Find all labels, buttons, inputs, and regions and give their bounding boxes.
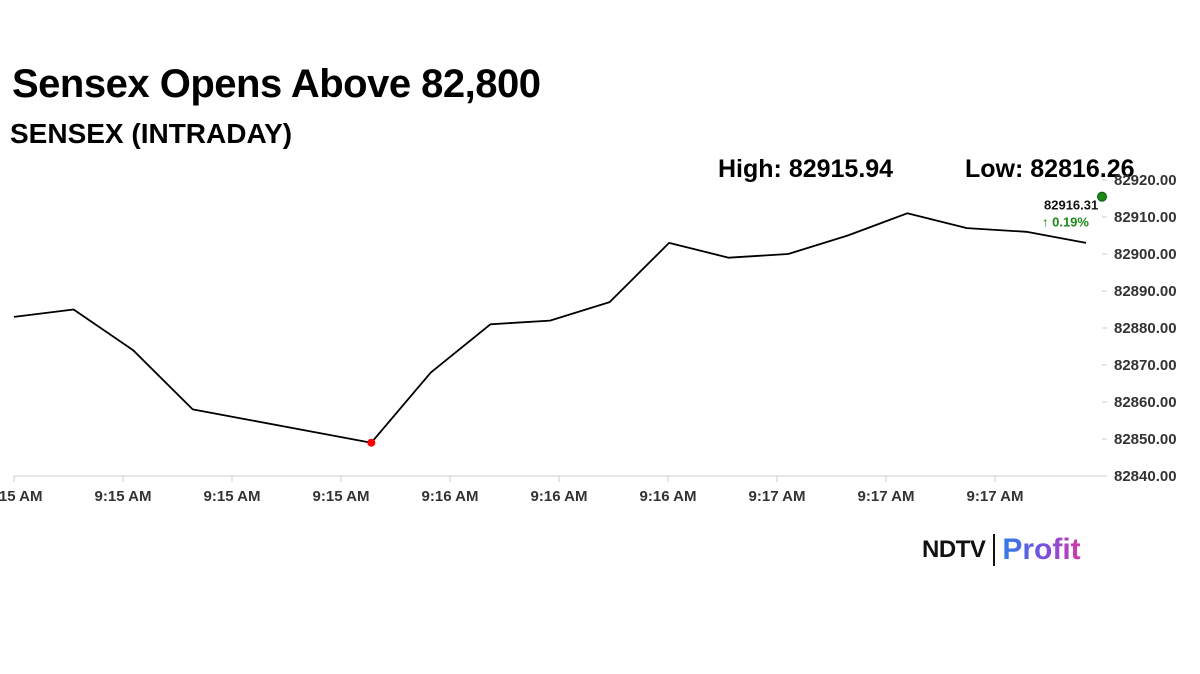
y-tick-label: 82850.00	[1114, 431, 1177, 448]
high-value: High: 82915.94	[718, 155, 894, 183]
chart-subtitle: SENSEX (INTRADAY)	[10, 118, 293, 149]
x-tick-label: 9:15 AM	[95, 488, 152, 505]
x-tick-label: 9:15 AM	[313, 488, 370, 505]
x-tick-label: 9:16 AM	[531, 488, 588, 505]
x-tick-label: 9:15 AM	[204, 488, 261, 505]
ndtv-profit-logo: NDTV Profit	[922, 530, 1081, 570]
y-tick-label: 82880.00	[1114, 320, 1177, 337]
logo-divider	[993, 534, 996, 566]
x-tick-label: 9:16 AM	[422, 488, 479, 505]
x-tick-label: 9:15 AM	[0, 488, 42, 505]
sensex-series-line	[13, 212, 1087, 444]
y-tick-label: 82840.00	[1114, 468, 1177, 485]
profit-wordmark: Profit	[1002, 533, 1081, 566]
ndtv-wordmark: NDTV	[922, 536, 986, 563]
y-tick-label: 82890.00	[1114, 283, 1177, 300]
last-price-marker	[1097, 191, 1107, 202]
low-value: Low: 82816.26	[965, 155, 1135, 183]
y-tick-label: 82900.00	[1114, 246, 1177, 263]
y-tick-label: 82920.00	[1114, 172, 1177, 189]
y-tick-label: 82870.00	[1114, 357, 1177, 374]
x-tick-label: 9:17 AM	[749, 488, 806, 505]
change-percent-label: ↑ 0.19%	[1042, 215, 1089, 230]
x-tick-label: 9:17 AM	[967, 488, 1024, 505]
low-point-marker	[367, 438, 376, 447]
y-tick-label: 82860.00	[1114, 394, 1177, 411]
headline: Sensex Opens Above 82,800	[12, 62, 541, 106]
x-tick-label: 9:16 AM	[640, 488, 697, 505]
y-tick-label: 82910.00	[1114, 209, 1177, 226]
last-price-label: 82916.31	[1044, 198, 1098, 213]
x-tick-label: 9:17 AM	[858, 488, 915, 505]
